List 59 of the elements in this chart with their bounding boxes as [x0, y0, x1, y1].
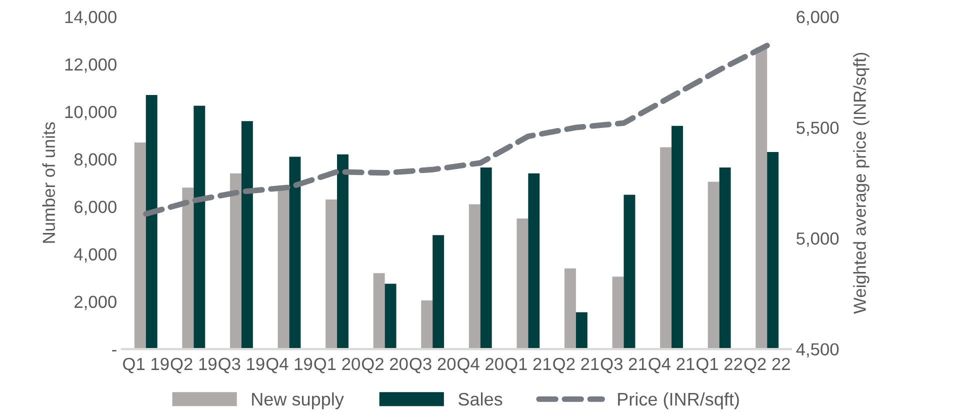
bar [612, 276, 624, 350]
y2-tick-label: 5,000 [796, 232, 839, 247]
x-tick-label: Q2 22 [744, 358, 790, 374]
bar [719, 167, 731, 350]
y2-tick-label: 5,500 [796, 122, 839, 136]
bar [660, 147, 672, 350]
x-tick-label: Q4 19 [266, 358, 312, 374]
bar [326, 199, 338, 350]
bar [182, 188, 194, 350]
y-tick-label: - [112, 350, 116, 352]
x-tick-label: Q2 19 [170, 358, 216, 374]
y-axis-title: Number of units [42, 122, 56, 243]
y-tick-label: 10,000 [65, 106, 116, 120]
legend-label: Sales [458, 392, 502, 406]
bar [708, 182, 720, 350]
bar [480, 167, 492, 350]
bar [230, 173, 242, 350]
bar [278, 188, 290, 350]
y-tick-label: 12,000 [65, 58, 116, 73]
bar [373, 273, 385, 350]
bar [576, 312, 588, 350]
x-tick-label: Q4 21 [648, 358, 694, 374]
x-tick-label: Q2 20 [362, 358, 408, 374]
y-tick-label: 4,000 [74, 248, 116, 263]
legend-label: Price (INR/sqft) [618, 392, 739, 410]
x-tick-label: Q3 21 [600, 358, 647, 374]
bar [468, 204, 480, 350]
x-tick-label: Q1 22 [696, 358, 742, 374]
x-tick-label: Q1 20 [314, 358, 360, 374]
bar [564, 268, 576, 350]
x-tick-label: Q3 19 [218, 358, 264, 374]
y-tick-label: 8,000 [74, 153, 116, 168]
bar [624, 194, 636, 350]
bar [289, 156, 301, 350]
bar [241, 121, 253, 350]
bar [672, 126, 683, 350]
bar [756, 48, 768, 350]
y-tick-label: 2,000 [74, 296, 116, 310]
bar [337, 154, 348, 350]
bar [421, 300, 433, 350]
y2-tick-label: 4,500 [796, 343, 839, 358]
y-tick-label: 14,000 [65, 10, 116, 26]
bar [194, 106, 206, 350]
bar [516, 218, 528, 350]
y2-tick-label: 6,000 [796, 10, 839, 26]
bar [384, 284, 396, 350]
bar [767, 152, 779, 350]
legend-label: New supply [252, 392, 344, 410]
x-tick-label: Q3 20 [410, 358, 456, 374]
bar [146, 95, 158, 350]
x-tick-label: Q1 21 [505, 358, 551, 374]
x-tick-label: Q4 20 [458, 358, 504, 374]
y-tick-label: 6,000 [74, 200, 116, 216]
x-tick-label: Q1 19 [123, 358, 169, 374]
y2-axis-title: Weighted average price (INR/sqft) [853, 52, 870, 314]
bar [432, 235, 444, 350]
bar [134, 142, 146, 350]
bar [528, 173, 540, 350]
x-tick-label: Q2 21 [553, 358, 599, 374]
